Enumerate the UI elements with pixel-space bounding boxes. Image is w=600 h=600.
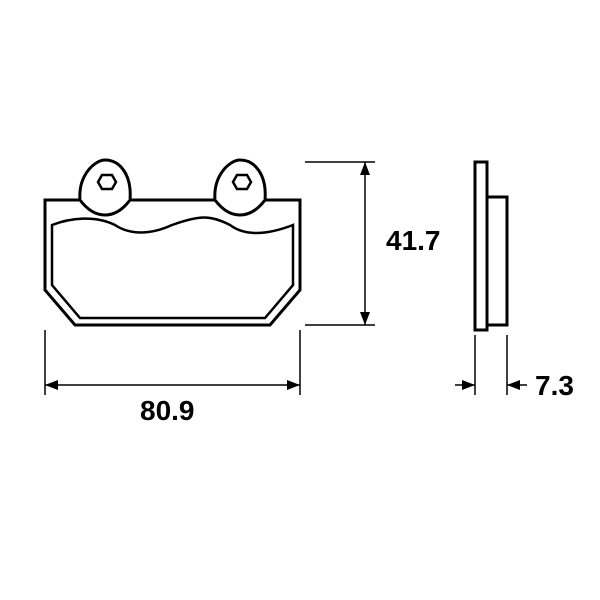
brake-pad-side — [475, 162, 507, 330]
height-dimension — [305, 162, 375, 325]
thickness-dimension — [455, 335, 527, 395]
brake-pad-front — [45, 160, 300, 325]
left-hex-hole — [98, 175, 116, 189]
right-hex-hole — [233, 175, 251, 189]
width-dimension — [45, 330, 300, 395]
thickness-label: 7.3 — [535, 370, 574, 402]
technical-drawing-container: 41.7 80.9 7.3 — [0, 0, 600, 600]
front-view-svg — [0, 0, 600, 600]
width-label: 80.9 — [140, 395, 195, 427]
backing-plate — [475, 162, 487, 330]
friction-material — [487, 197, 507, 325]
height-label: 41.7 — [386, 225, 441, 257]
